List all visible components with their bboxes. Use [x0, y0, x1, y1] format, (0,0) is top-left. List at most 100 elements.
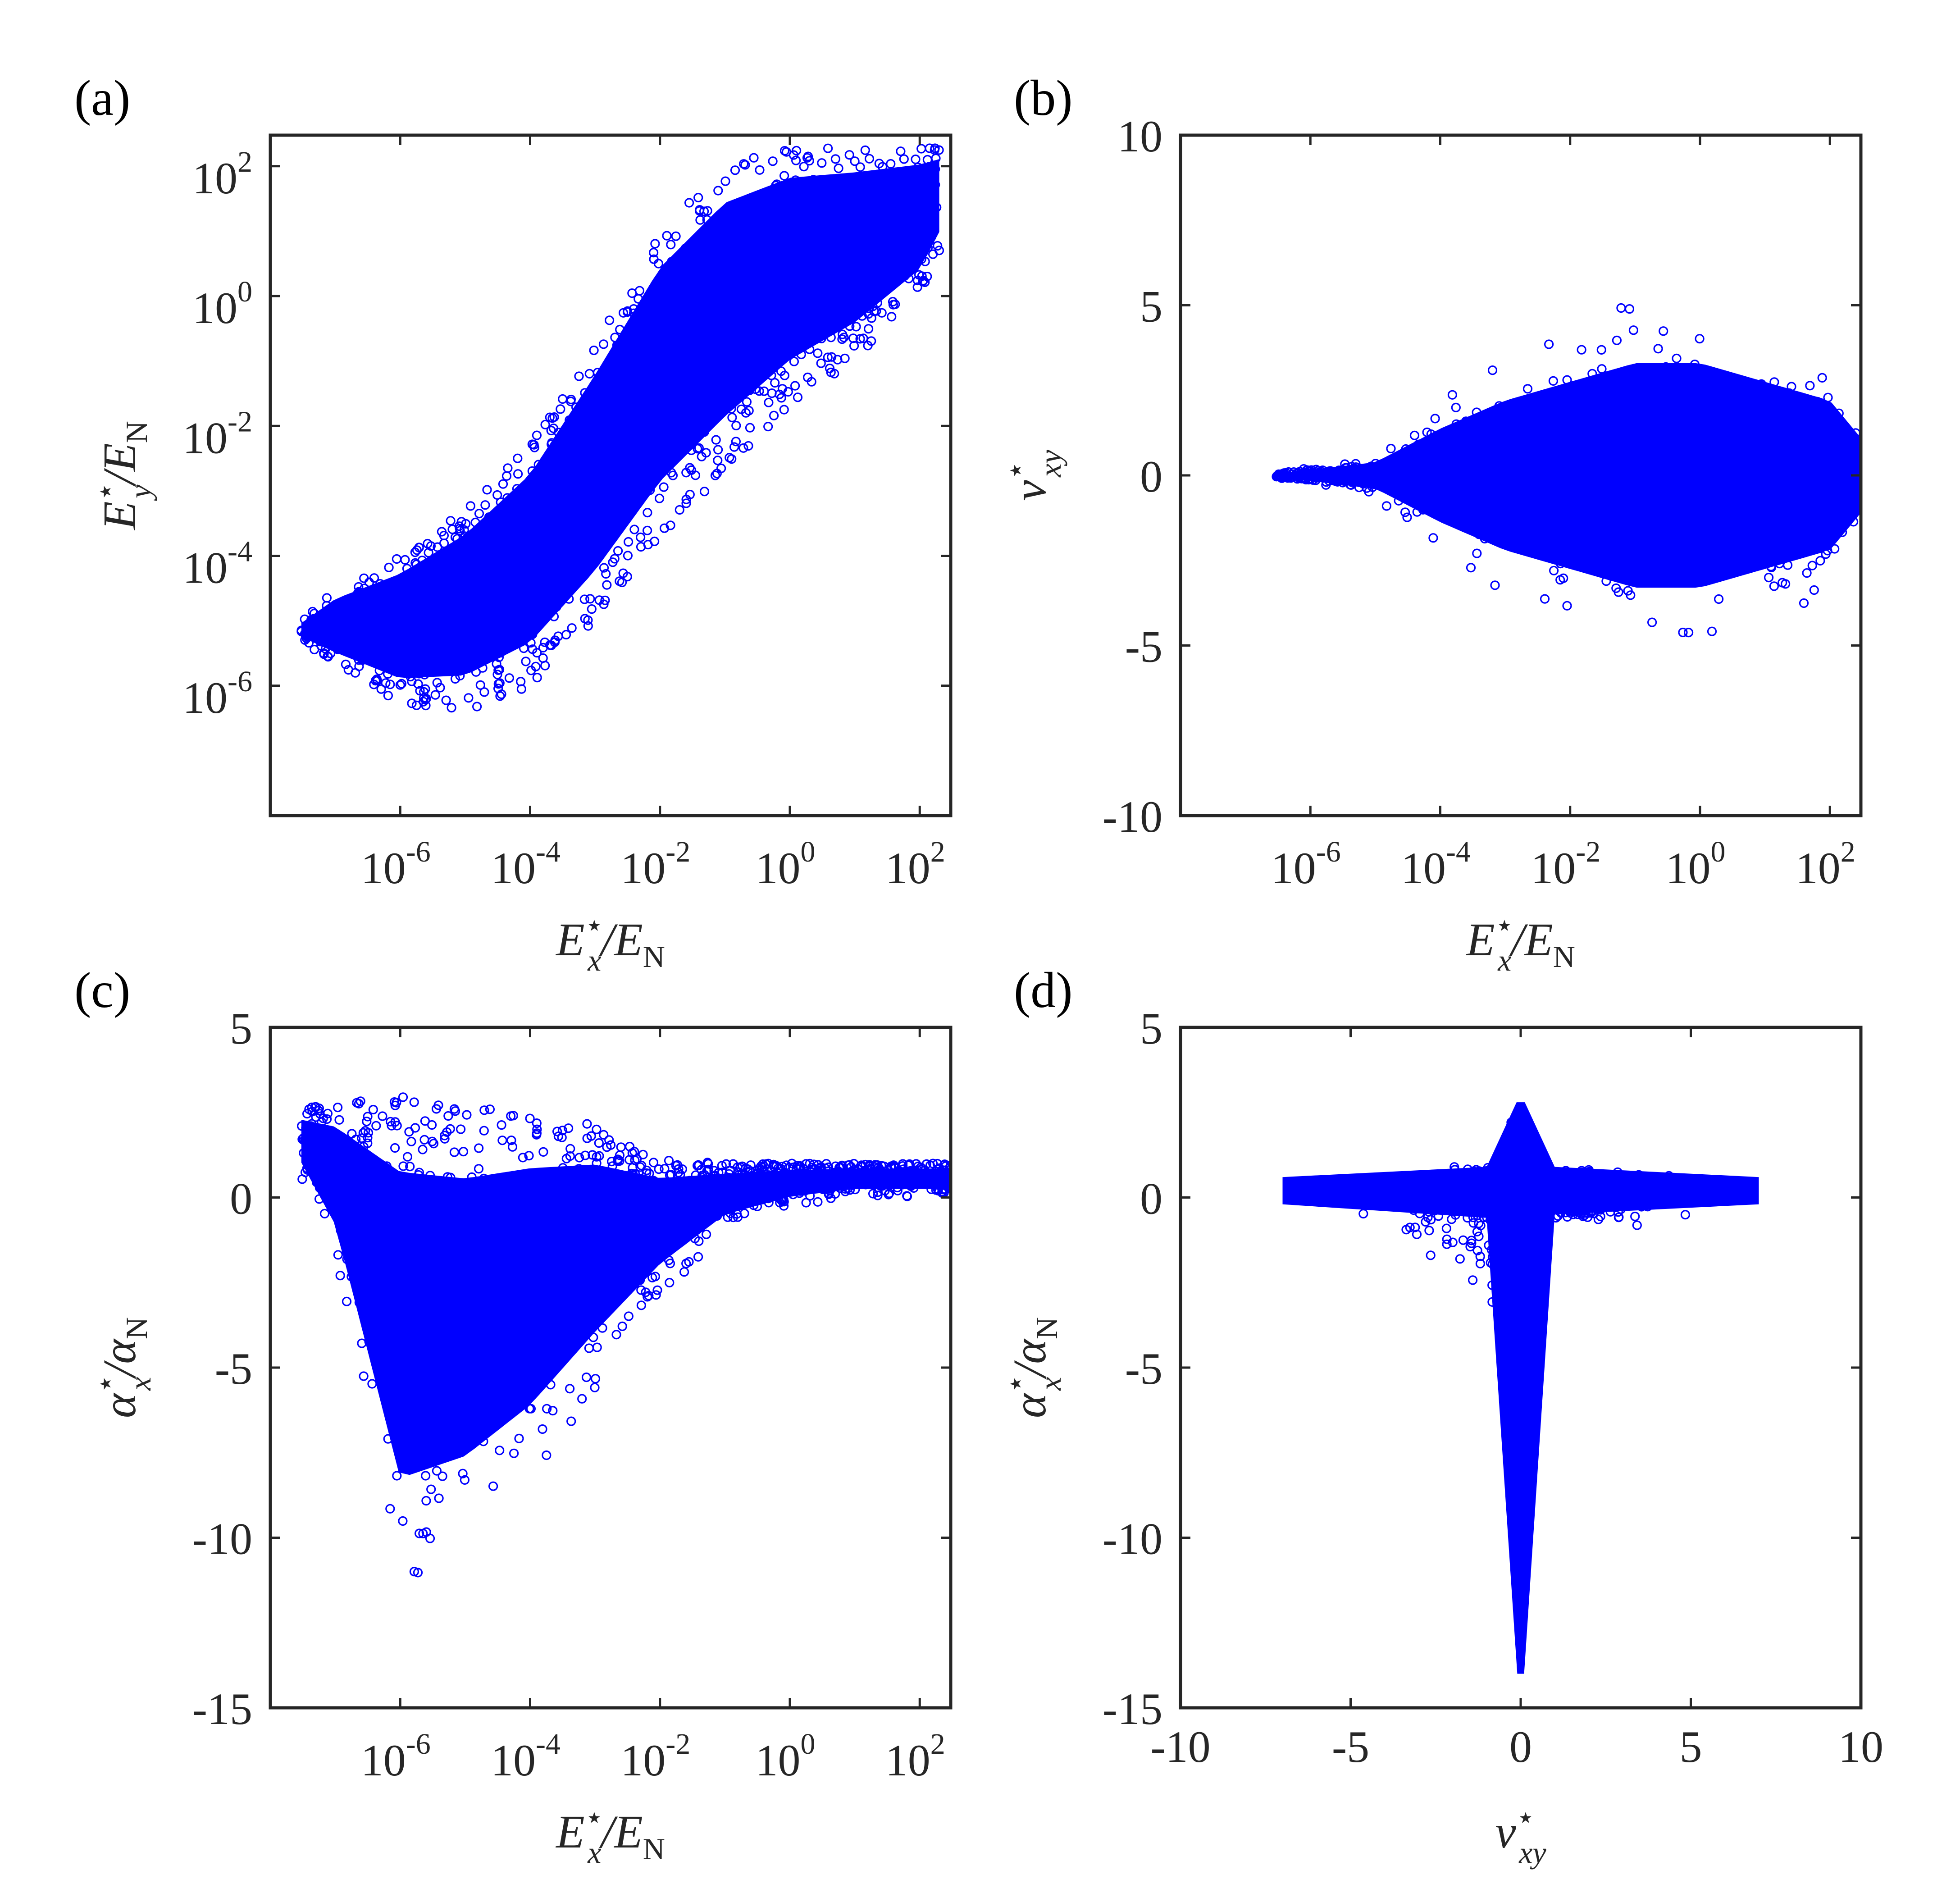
scatter-point	[1522, 384, 1533, 394]
scatter-point	[506, 1202, 515, 1212]
scatter-point	[616, 1266, 626, 1276]
scatter-point	[496, 599, 506, 609]
scatter-point	[649, 254, 659, 264]
scatter-point	[1418, 474, 1427, 484]
scatter-point	[697, 452, 707, 461]
scatter-point	[346, 1272, 356, 1282]
scatter-point	[629, 308, 639, 318]
scatter-point	[1475, 487, 1485, 497]
scatter-point	[690, 1233, 700, 1244]
scatter-point	[1831, 511, 1841, 521]
scatter-point	[863, 224, 873, 233]
scatter-point	[479, 1105, 489, 1115]
scatter-point	[596, 1233, 606, 1243]
scatter-point	[322, 1114, 332, 1124]
scatter-point	[1544, 1216, 1554, 1226]
scatter-point	[402, 1204, 412, 1214]
scatter-point	[584, 1343, 594, 1353]
scatter-point	[1623, 586, 1633, 596]
scatter-point	[384, 562, 394, 573]
scatter-point	[1361, 472, 1371, 482]
scatter-point	[618, 491, 628, 501]
scatter-point	[432, 570, 442, 580]
scatter-point	[378, 1254, 387, 1265]
scatter-point	[710, 1172, 720, 1181]
scatter-point	[445, 592, 455, 602]
scatter-point	[681, 468, 691, 478]
scatter-point	[1844, 511, 1854, 520]
scatter-point	[883, 1179, 893, 1189]
scatter-point	[852, 231, 863, 242]
scatter-point	[1584, 406, 1594, 416]
scatter-point	[730, 165, 740, 175]
scatter-point	[334, 1115, 344, 1125]
scatter-point	[597, 464, 607, 474]
x-tick-label: 10-4	[1401, 835, 1471, 893]
scatter-point	[582, 1119, 592, 1129]
scatter-point	[1308, 475, 1318, 485]
scatter-point	[703, 378, 713, 388]
scatter-point	[635, 1273, 645, 1284]
scatter-point	[1809, 465, 1819, 475]
scatter-point	[496, 497, 506, 507]
scatter-point	[741, 408, 751, 418]
scatter-point	[455, 1309, 465, 1319]
scatter-point	[520, 577, 530, 587]
scatter-point	[664, 1156, 674, 1166]
scatter-point	[548, 1406, 558, 1416]
scatter-point	[388, 1378, 399, 1388]
scatter-point	[809, 220, 819, 231]
scatter-point	[1455, 1202, 1465, 1212]
scatter-point	[1617, 470, 1627, 480]
scatter-point	[1727, 529, 1737, 538]
scatter-point	[323, 607, 333, 616]
scatter-point	[544, 1203, 555, 1213]
scatter-point	[389, 1248, 399, 1258]
scatter-point	[746, 1160, 756, 1170]
scatter-point	[560, 510, 570, 520]
scatter-point	[406, 1136, 416, 1146]
scatter-point	[1728, 516, 1738, 526]
scatter-point	[598, 444, 608, 454]
scatter-point	[1592, 470, 1602, 480]
scatter-point	[1746, 464, 1755, 474]
scatter-point	[420, 1116, 430, 1126]
scatter-point	[1513, 432, 1523, 442]
scatter-point	[652, 1285, 662, 1295]
scatter-point	[554, 1277, 564, 1287]
scatter-point	[515, 513, 525, 524]
scatter-point	[1502, 1270, 1512, 1280]
scatter-point	[574, 371, 584, 381]
scatter-point	[742, 397, 752, 407]
scatter-point	[1772, 505, 1782, 515]
scatter-point	[440, 1131, 450, 1140]
scatter-point	[1730, 502, 1740, 512]
scatter-point	[516, 1176, 526, 1186]
scatter-point	[465, 1290, 475, 1300]
scatter-point	[1548, 1176, 1558, 1186]
scatter-point	[711, 1188, 722, 1198]
scatter-point	[568, 543, 578, 553]
scatter-point	[1480, 534, 1490, 544]
scatter-point	[1648, 469, 1659, 479]
scatter-point	[1546, 499, 1556, 509]
scatter-point	[1486, 1258, 1495, 1268]
scatter-point	[563, 530, 574, 540]
scatter-point	[430, 1437, 440, 1447]
scatter-point	[893, 270, 904, 280]
scatter-point	[444, 1181, 454, 1191]
scatter-point	[665, 1277, 675, 1288]
scatter-point	[816, 333, 826, 343]
scatter-point	[1519, 514, 1529, 524]
scatter-point	[1659, 424, 1668, 434]
scatter-point	[1518, 1452, 1528, 1462]
scatter-point	[1456, 1171, 1466, 1181]
scatter-point	[615, 1208, 624, 1218]
scatter-point	[1798, 414, 1808, 424]
scatter-point	[384, 610, 394, 620]
scatter-point	[1426, 470, 1436, 480]
scatter-point	[675, 1177, 685, 1186]
scatter-point	[1482, 474, 1492, 484]
scatter-point	[1641, 1191, 1650, 1201]
scatter-point	[447, 524, 457, 534]
